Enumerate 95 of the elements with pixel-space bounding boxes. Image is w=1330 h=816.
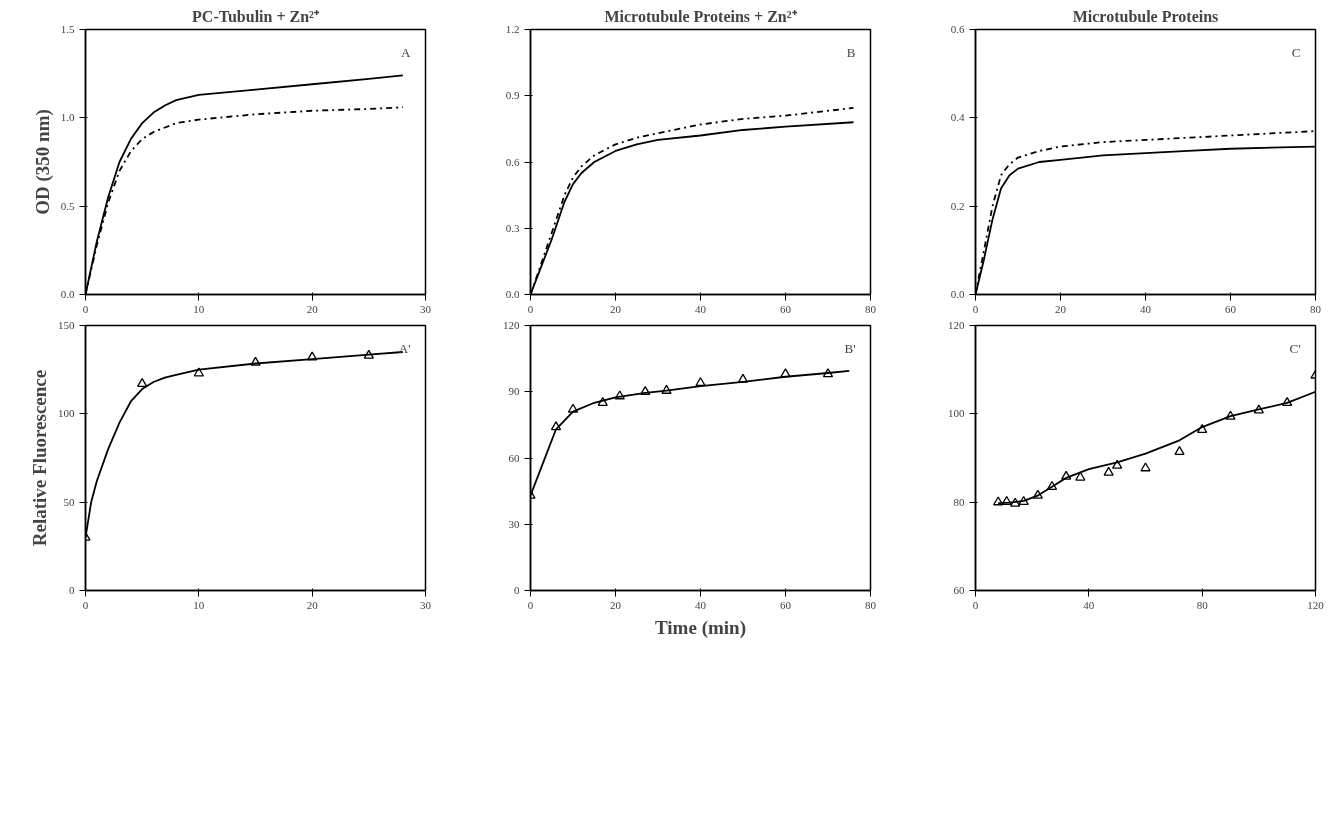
y-tick-label: 0.0 <box>950 288 965 300</box>
point <box>363 349 374 359</box>
annotation: B <box>846 44 856 60</box>
annotation: A <box>401 44 412 60</box>
x-tick-label: 10 <box>193 302 205 315</box>
point <box>1046 480 1058 490</box>
x-tick-label: 60 <box>780 302 792 315</box>
y-tick-label: 0 <box>514 584 520 596</box>
annotation: C' <box>1289 340 1301 356</box>
point <box>307 351 318 361</box>
y-tick-label: 0.6 <box>950 23 965 35</box>
y-tick-label: 50 <box>63 495 75 508</box>
point <box>1032 489 1043 499</box>
chart-title: Microtubule Proteins + Zn²⁺ <box>604 7 798 25</box>
x-tick-label: 60 <box>780 598 792 611</box>
x-tick-label: 0 <box>82 302 89 315</box>
x-tick-label: 80 <box>1310 302 1322 315</box>
x-tick-label: 20 <box>1055 302 1067 315</box>
x-tick-label: 30 <box>420 302 432 315</box>
x-tick-label: 0 <box>972 598 979 611</box>
point <box>640 385 651 395</box>
y-tick-label: 0.0 <box>60 288 75 300</box>
y-tick-label: 0.6 <box>505 155 520 168</box>
x-tick-label: 40 <box>695 598 707 611</box>
point <box>1282 396 1293 407</box>
point <box>661 384 672 394</box>
x-tick-label: 20 <box>306 598 319 611</box>
x-tick-label: 0 <box>82 598 89 611</box>
point <box>822 368 834 378</box>
y-tick-label: 1.2 <box>505 23 520 35</box>
y-axis-title: OD (350 nm) <box>31 109 54 215</box>
point <box>1253 404 1264 414</box>
annotation: A' <box>398 340 411 356</box>
x-tick-label: 80 <box>865 302 877 315</box>
x-tick-label: 80 <box>1196 598 1209 611</box>
y-tick-label: 0.2 <box>950 199 965 212</box>
point <box>1001 495 1012 505</box>
x-tick-label: 0 <box>527 598 534 611</box>
point <box>597 396 608 407</box>
point <box>567 403 579 413</box>
y-tick-label: 80 <box>953 495 965 508</box>
x-tick-label: 0 <box>972 302 979 315</box>
x-tick-label: 120 <box>1307 598 1325 611</box>
point <box>737 373 749 383</box>
point <box>1103 466 1114 476</box>
point <box>1225 410 1236 420</box>
x-tick-label: 30 <box>420 598 432 611</box>
point <box>614 390 625 400</box>
annotation: B' <box>844 340 856 356</box>
point <box>993 496 1004 506</box>
x-tick-label: 80 <box>865 598 877 611</box>
x-tick-label: 20 <box>610 302 622 315</box>
y-tick-label: 120 <box>503 319 520 331</box>
y-tick-label: 0.4 <box>950 111 965 124</box>
point <box>1112 459 1123 469</box>
point <box>1140 462 1151 472</box>
chart-title: Microtubule Proteins <box>1072 7 1219 25</box>
x-tick-label: 10 <box>193 598 205 611</box>
point <box>250 356 261 366</box>
x-tick-label: 40 <box>1140 302 1152 315</box>
y-tick-label: 100 <box>58 407 75 420</box>
y-tick-label: 60 <box>953 584 965 596</box>
y-axis-title: Relative Fluorescence <box>29 369 50 547</box>
point <box>550 421 562 431</box>
point <box>780 368 791 378</box>
y-tick-label: 120 <box>948 319 965 331</box>
point <box>1018 495 1029 505</box>
y-tick-label: 30 <box>508 517 520 530</box>
point <box>1174 445 1185 456</box>
x-tick-label: 60 <box>1225 302 1237 315</box>
x-tick-label: 40 <box>695 302 707 315</box>
y-tick-label: 0.0 <box>505 288 520 300</box>
y-tick-label: 150 <box>58 319 75 331</box>
y-tick-label: 1.0 <box>60 111 75 124</box>
x-tick-label: 0 <box>527 302 534 315</box>
point <box>1197 423 1208 433</box>
point <box>1061 470 1072 480</box>
y-tick-label: 1.5 <box>60 23 75 35</box>
x-tick-label: 20 <box>610 598 622 611</box>
annotation: C <box>1291 44 1301 60</box>
y-tick-label: 60 <box>508 451 520 464</box>
chart-title: PC-Tubulin + Zn²⁺ <box>192 7 320 25</box>
x-axis-title: Time (min) <box>655 616 746 639</box>
y-tick-label: 100 <box>948 407 965 420</box>
x-tick-label: 40 <box>1083 598 1095 611</box>
y-tick-label: 0.5 <box>60 199 75 212</box>
y-tick-label: 90 <box>508 385 520 398</box>
y-tick-label: 0 <box>69 584 75 596</box>
point <box>137 377 148 388</box>
y-tick-label: 0.9 <box>505 89 520 102</box>
point <box>193 367 204 377</box>
y-tick-label: 0.3 <box>505 221 520 234</box>
x-tick-label: 20 <box>306 302 319 315</box>
point <box>695 377 706 387</box>
point <box>1010 497 1021 507</box>
